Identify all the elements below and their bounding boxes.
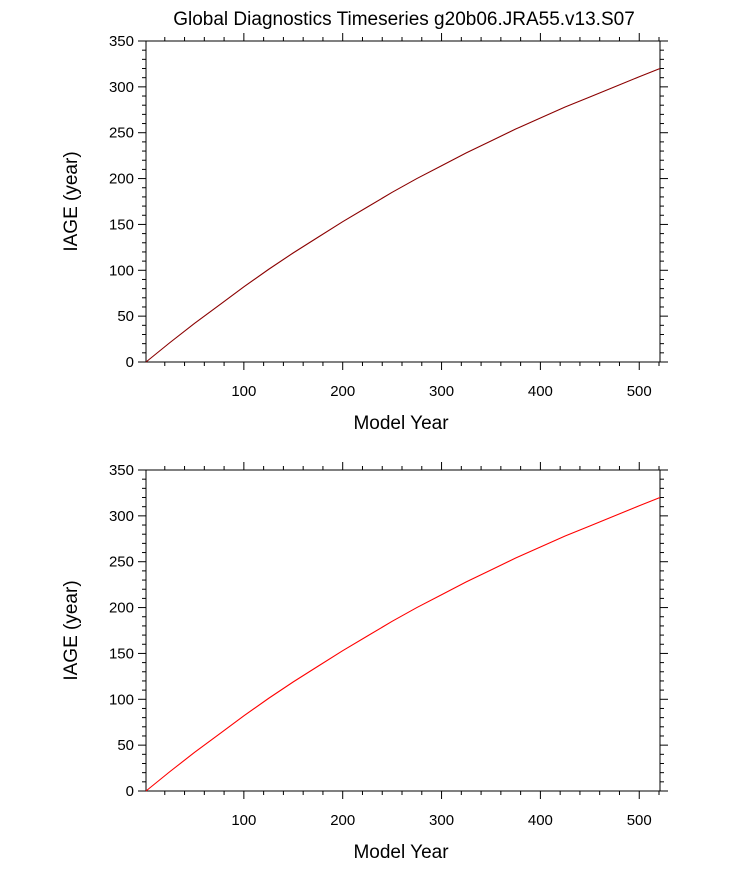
x-tick-label: 200 [330,383,355,400]
x-tick-label: 100 [231,383,256,400]
chart-title: Global Diagnostics Timeseries g20b06.JRA… [173,9,635,30]
x-tick-label: 100 [231,812,256,829]
y-tick-label: 350 [109,462,134,479]
series-line [145,496,661,792]
x-tick-label: 200 [330,812,355,829]
y-tick-label: 250 [109,125,134,142]
y-tick-label: 300 [109,508,134,525]
plot-frame [145,469,661,792]
y-tick-label: 150 [109,645,134,662]
y-axis-label: IAGE (year) [61,580,82,680]
y-tick-label: 100 [109,262,134,279]
y-tick-label: 200 [109,600,134,617]
chart-panel-2: 0 50 100 150 200 250 300 350 100 200 300 400 500 Mode… [61,462,668,863]
y-tick-label: 50 [117,308,134,325]
series-line [145,67,661,363]
y-tick-label: 300 [109,79,134,96]
y-tick-label: 350 [109,33,134,50]
x-axis-label: Model Year [353,413,449,434]
y-tick-label: 0 [126,783,134,800]
y-tick-label: 0 [126,354,134,371]
y-axis-label: IAGE (year) [61,151,82,251]
x-tick-label: 500 [627,812,652,829]
y-tick-label: 200 [109,171,134,188]
x-axis-label: Model Year [353,842,449,863]
x-tick-label: 300 [429,383,454,400]
y-tick-label: 50 [117,737,134,754]
x-tick-label: 500 [627,383,652,400]
plot-frame [145,40,661,363]
x-tick-label: 400 [528,383,553,400]
y-tick-label: 150 [109,216,134,233]
x-tick-label: 300 [429,812,454,829]
chart-panel-1: 0 50 100 150 200 250 300 350 100 200 300 400 500 Mode… [61,33,668,434]
x-tick-label: 400 [528,812,553,829]
y-tick-label: 100 [109,691,134,708]
y-tick-label: 250 [109,554,134,571]
